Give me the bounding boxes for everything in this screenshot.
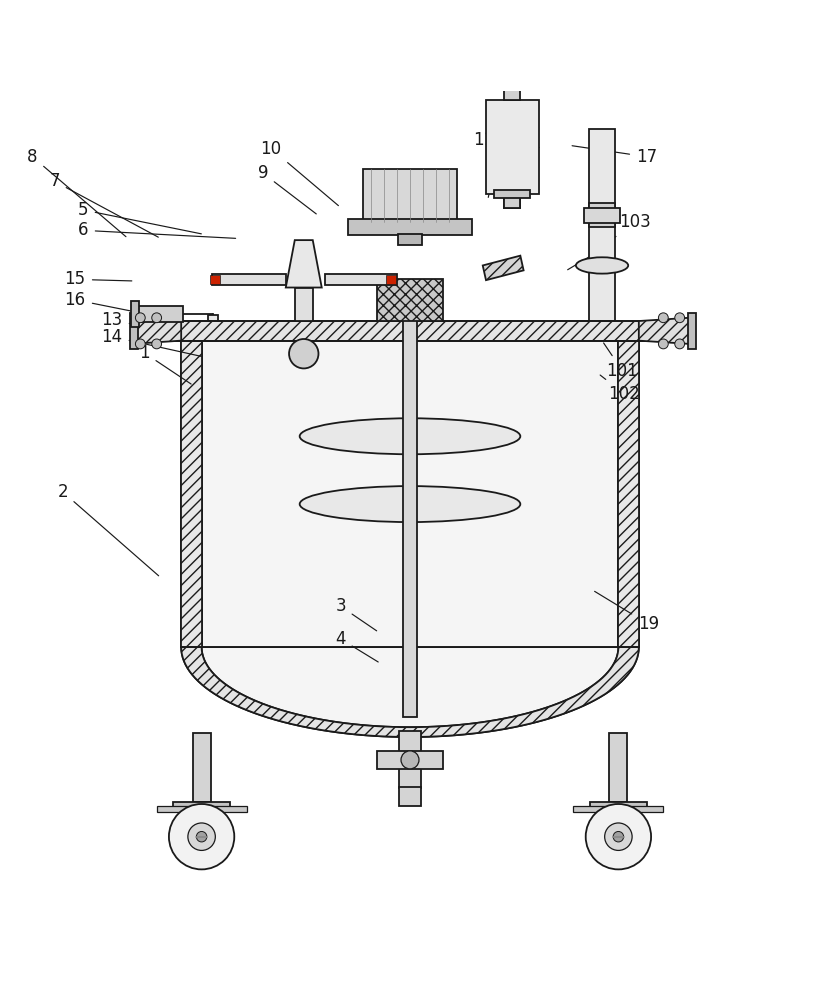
Bar [485,100,538,194]
Polygon shape [286,240,321,288]
Ellipse shape [585,804,650,869]
Bar [324,274,396,285]
Polygon shape [181,647,638,737]
Text: 3: 3 [335,597,376,631]
Polygon shape [132,318,181,344]
Ellipse shape [604,823,631,850]
Bar [609,733,627,802]
Text: 14: 14 [101,328,201,356]
Bar [212,274,286,285]
Ellipse shape [152,313,161,323]
Bar [294,288,312,321]
Bar [362,169,457,222]
Bar [583,208,619,223]
Bar [398,731,421,788]
Ellipse shape [674,339,684,349]
Text: 5: 5 [78,201,201,234]
Bar [588,203,614,227]
Ellipse shape [674,313,684,323]
Ellipse shape [289,339,318,368]
Bar [494,190,530,198]
Polygon shape [181,647,638,737]
Text: 8: 8 [27,148,126,237]
Bar [347,219,472,235]
Polygon shape [181,341,201,647]
Bar [208,315,218,341]
Text: 101: 101 [603,343,637,380]
Text: 2: 2 [57,483,158,576]
Bar [504,129,520,208]
Ellipse shape [196,831,206,842]
Text: 10: 10 [260,140,338,206]
Ellipse shape [658,313,667,323]
Text: 12: 12 [485,156,506,197]
Ellipse shape [299,418,520,454]
Ellipse shape [575,257,627,274]
Text: 16: 16 [65,291,142,313]
Ellipse shape [135,313,145,323]
Text: 102: 102 [600,375,639,403]
Bar [504,83,520,100]
Text: 17: 17 [572,146,657,166]
Text: 13: 13 [101,311,199,336]
Text: 4: 4 [335,630,378,662]
Bar [687,313,695,349]
Polygon shape [638,318,689,344]
Polygon shape [201,341,618,727]
Text: 103: 103 [602,213,649,247]
Polygon shape [482,256,523,280]
Text: 19: 19 [594,591,658,633]
Bar [171,321,648,341]
Text: 15: 15 [65,270,132,288]
Bar [192,733,210,802]
Bar [173,802,230,811]
Polygon shape [201,647,618,727]
Text: 7: 7 [49,172,158,237]
Ellipse shape [613,831,623,842]
Ellipse shape [188,823,215,850]
Bar [377,279,442,321]
Ellipse shape [152,339,161,349]
Ellipse shape [299,486,520,522]
Polygon shape [618,341,638,647]
Bar [398,787,421,806]
Bar [397,234,422,245]
Bar [386,275,396,284]
Text: 1: 1 [139,344,191,384]
Text: 11: 11 [473,131,498,172]
Bar [130,301,138,327]
Bar [377,751,442,769]
Ellipse shape [658,339,667,349]
Text: 6: 6 [78,221,235,239]
Ellipse shape [400,751,419,769]
Text: 9: 9 [257,164,316,214]
Bar [589,802,646,811]
Bar [156,806,247,812]
Bar [588,129,614,321]
Bar [129,313,138,349]
Ellipse shape [169,804,234,869]
Text: 18: 18 [567,238,616,270]
Ellipse shape [135,339,145,349]
Bar [572,806,663,812]
Bar [402,314,417,717]
Bar [210,275,219,284]
Bar [133,306,183,322]
Bar [504,192,520,208]
